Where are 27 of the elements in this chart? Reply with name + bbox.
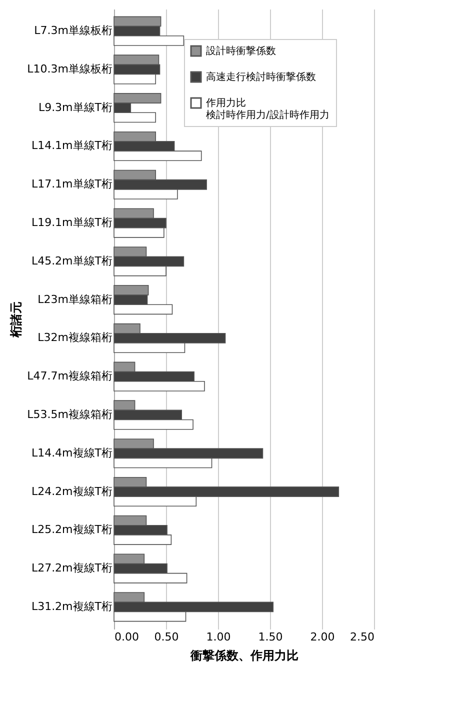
y-tick-label: L24.2m複線T桁 xyxy=(31,484,112,498)
x-tick-label: 2.00 xyxy=(310,630,335,644)
x-tick-label: 0.50 xyxy=(154,630,179,644)
x-axis-title: 衝撃係数、作用力比 xyxy=(190,648,298,662)
legend-label: 高速走行検討時衝撃係数 xyxy=(206,71,316,83)
y-tick-label: L23m単線箱桁 xyxy=(38,292,112,306)
legend-label: 設計時衝撃係数 xyxy=(206,45,276,57)
y-tick-label: L53.5m複線箱桁 xyxy=(27,408,112,421)
y-tick-label: L47.7m複線箱桁 xyxy=(27,370,112,383)
y-tick-label: L32m複線箱桁 xyxy=(38,331,112,344)
y-tick-label: L27.2m複線T桁 xyxy=(31,562,112,575)
y-tick-label: L19.1m単線T桁 xyxy=(31,216,112,230)
x-tick-label: 2.50 xyxy=(350,630,374,644)
y-tick-label: L14.1m単線T桁 xyxy=(31,139,112,152)
y-tick-label: L25.2m複線T桁 xyxy=(31,523,112,536)
y-tick-label: L7.3m単線板桁 xyxy=(34,24,112,38)
y-tick-label: L45.2m単線T桁 xyxy=(31,254,112,268)
x-tick-label: 0.00 xyxy=(114,630,139,644)
legend-label: 作用力比検討時作用力/設計時作用力 xyxy=(205,97,330,121)
x-tick-label: 1.50 xyxy=(258,630,283,644)
y-tick-label: L10.3m単線板桁 xyxy=(27,62,112,76)
y-tick-label: L9.3m単線T桁 xyxy=(38,100,112,114)
x-tick-label: 1.00 xyxy=(206,630,231,644)
y-axis-title: 桁諸元 xyxy=(9,302,24,338)
y-tick-label: L17.1m単線T桁 xyxy=(31,178,112,191)
y-tick-label: L14.4m複線T桁 xyxy=(31,446,112,460)
y-tick-label: L31.2m複線T桁 xyxy=(31,600,112,613)
